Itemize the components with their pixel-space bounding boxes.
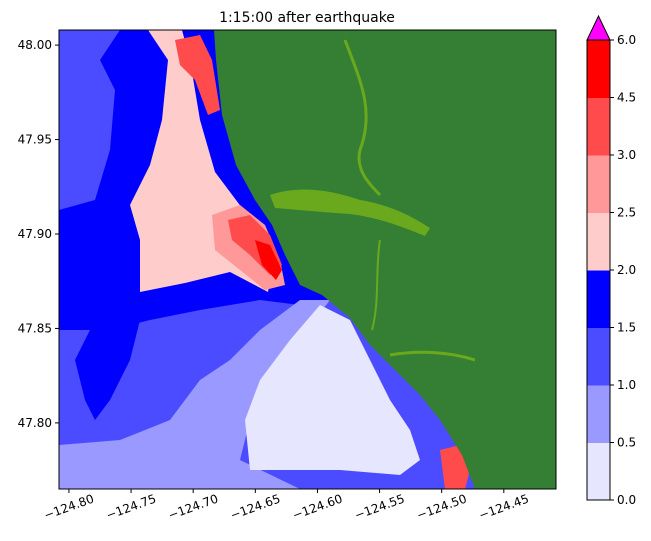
amplitude-0.5-1.0-region: [59, 300, 330, 489]
estuary-channel: [270, 189, 430, 236]
x-tick-label: −124.55: [353, 492, 407, 523]
colorbar-segment: [587, 40, 610, 98]
colorbar-tick-label: 3.0: [617, 148, 636, 162]
y-tick-label: 47.95: [18, 133, 52, 147]
colorbar-tick-label: 6.0: [617, 33, 636, 47]
amplitude-0-0.5-region: [245, 305, 420, 475]
amplitude-3.0-4.5-region-north: [175, 35, 220, 115]
y-tick-label: 47.80: [18, 416, 52, 430]
y-tick-label: 47.90: [18, 227, 52, 241]
y-tick-label: 48.00: [18, 38, 52, 52]
colorbar-tick-label: 0.0: [617, 493, 636, 507]
chart-title: 1:15:00 after earthquake: [219, 10, 395, 26]
colorbar-segment: [587, 270, 610, 328]
land-region: [214, 30, 556, 489]
colorbar: 0.0 0.5 1.0 1.5 2.0 2.5 3.0 4.5 6.0: [586, 14, 636, 507]
river-channel: [343, 39, 382, 197]
river-channel-mid: [371, 239, 381, 331]
colorbar-segment: [587, 327, 610, 386]
colorbar-tick-label: 1.5: [617, 321, 636, 335]
map-area: [59, 30, 556, 489]
x-tick-label: −124.45: [477, 492, 531, 523]
colorbar-tick-label: 4.5: [617, 91, 636, 105]
y-axis: 47.80 47.85 47.90 47.95 48.00: [18, 38, 59, 430]
colorbar-tick-label: 2.5: [617, 206, 636, 220]
amplitude-4.5-6.0-region: [255, 240, 282, 280]
river-channel-south: [389, 350, 476, 362]
colorbar-tick-label: 1.0: [617, 378, 636, 392]
y-tick-label: 47.85: [18, 321, 52, 335]
plot-frame: [58, 29, 557, 490]
colorbar-tick-label: 2.0: [617, 263, 636, 277]
x-axis: −124.80 −124.75 −124.70 −124.65 −124.60 −124.…: [42, 489, 531, 522]
x-tick-label: −124.65: [228, 492, 282, 523]
x-tick-label: −124.70: [166, 492, 220, 523]
colorbar-segment: [587, 385, 610, 443]
colorbar-extend-arrow: [586, 14, 611, 41]
x-tick-label: −124.50: [415, 492, 469, 523]
colorbar-segment: [587, 212, 610, 271]
colorbar-segment: [587, 97, 610, 156]
colorbar-tick-label: 0.5: [617, 436, 636, 450]
colorbar-segment: [587, 442, 610, 501]
x-tick-label: −124.80: [42, 492, 96, 523]
amplitude-1.5-2.0-region-south: [75, 320, 140, 420]
x-tick-label: −124.60: [291, 492, 345, 523]
colorbar-segment: [587, 155, 610, 213]
x-tick-label: −124.75: [104, 492, 158, 523]
